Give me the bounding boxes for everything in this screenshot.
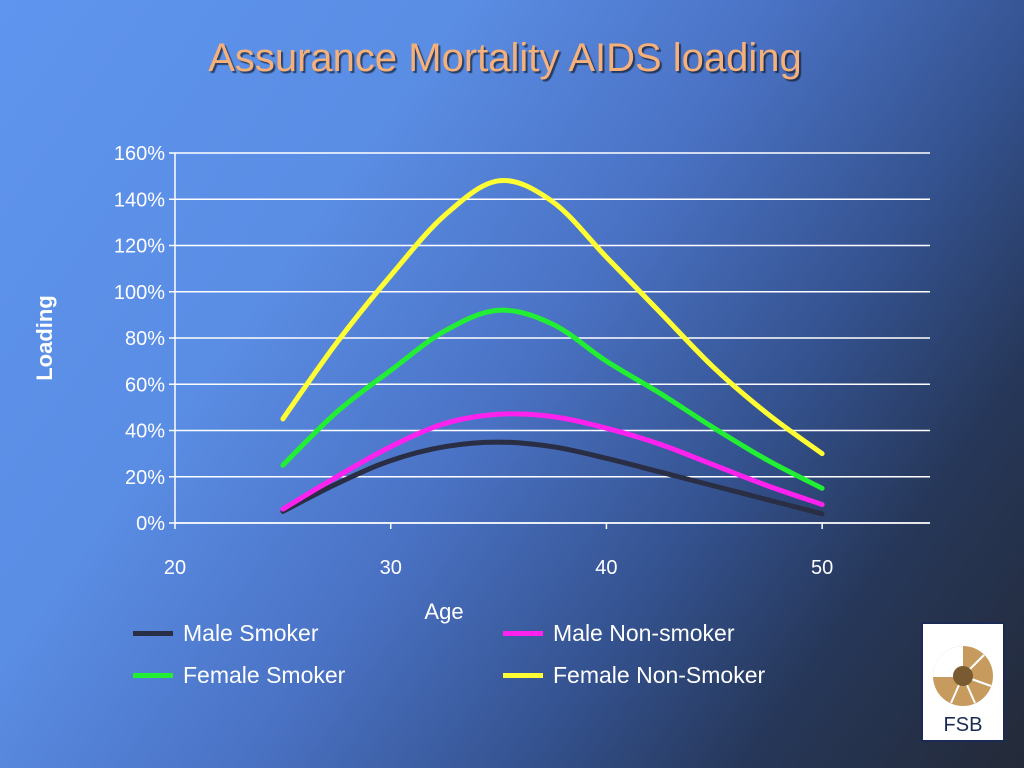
legend-item: Male Non-smoker: [503, 620, 735, 647]
legend-item: Male Smoker: [133, 620, 318, 647]
x-tick-label: 50: [811, 557, 833, 579]
fsb-logo: FSB: [921, 622, 1005, 742]
series-line-1: [280, 411, 825, 512]
y-tick-label: 120%: [114, 236, 165, 258]
slide-title: Assurance Mortality AIDS loading: [208, 36, 802, 80]
legend-label: Female Non-Smoker: [553, 662, 766, 688]
series-line-0: [280, 439, 825, 517]
legend-swatch: [133, 673, 173, 678]
legend-swatch: [503, 673, 543, 678]
series-line-2: [280, 307, 825, 491]
legend-label: Female Smoker: [183, 662, 346, 688]
legend-label: Male Non-smoker: [553, 620, 735, 646]
y-tick-label: 20%: [125, 467, 165, 489]
fsb-logo-mark: FSB: [923, 624, 1003, 740]
y-tick-label: 140%: [114, 189, 165, 211]
legend-item: Female Smoker: [133, 662, 345, 689]
legend-swatch: [133, 631, 173, 636]
y-tick-label: 60%: [125, 374, 165, 396]
y-tick-label: 80%: [125, 328, 165, 350]
x-tick-label: 20: [164, 557, 186, 579]
y-tick-label: 160%: [114, 143, 165, 165]
legend-swatch: [503, 631, 543, 636]
y-tick-label: 100%: [114, 282, 165, 304]
y-tick-label: 0%: [136, 513, 165, 535]
legend-item: Female Non-Smoker: [503, 662, 765, 689]
logo-text: FSB: [944, 714, 983, 736]
legend-label: Male Smoker: [183, 620, 319, 646]
y-axis-label: Loading: [32, 295, 57, 381]
x-axis-label: Age: [424, 599, 463, 624]
x-tick-label: 30: [380, 557, 402, 579]
y-tick-label: 40%: [125, 421, 165, 443]
series-line-3: [280, 177, 825, 457]
x-tick-label: 40: [595, 557, 617, 579]
